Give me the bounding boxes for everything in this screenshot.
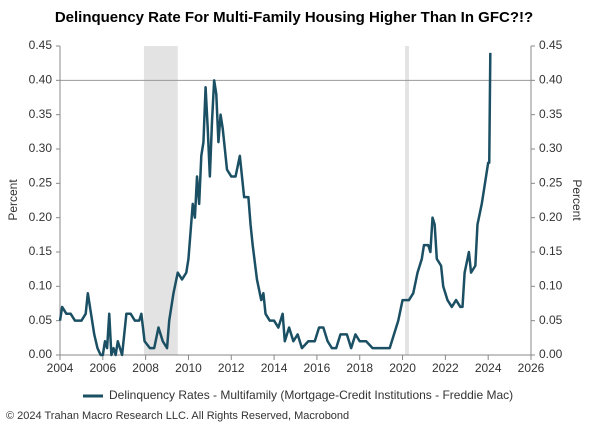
x-tick-label: 2024 [475,361,502,375]
y2-tick-label: 0.35 [539,107,563,121]
y2-tick-label: 0.30 [539,141,563,155]
y-tick-label: 0.40 [29,73,53,87]
y2-tick-label: 0.15 [539,244,563,258]
chart-title: Delinquency Rate For Multi-Family Housin… [55,9,533,26]
x-tick-label: 2004 [47,361,74,375]
y-tick-label: 0.15 [29,244,53,258]
y-tick-label: 0.30 [29,141,53,155]
x-tick-label: 2016 [304,361,331,375]
data-line [58,52,492,357]
y-tick-label: 0.25 [29,176,53,190]
x-tick-label: 2022 [432,361,459,375]
x-tick-label: 2010 [175,361,202,375]
y-tick-label: 0.20 [29,210,53,224]
x-tick-label: 2026 [518,361,545,375]
x-tick-label: 2018 [346,361,373,375]
x-tick-label: 2014 [261,361,288,375]
shaded-range [405,46,409,355]
footer: © 2024 Trahan Macro Research LLC. All Ri… [6,410,349,422]
y-tick-label: 0.35 [29,107,53,121]
y2-axis-label: Percent [570,179,584,221]
x-tick-label: 2008 [132,361,159,375]
x-tick-label: 2012 [218,361,245,375]
y2-tick-label: 0.20 [539,210,563,224]
y-tick-label: 0.00 [29,347,53,361]
x-tick-label: 2006 [89,361,116,375]
y2-tick-label: 0.05 [539,313,563,327]
y2-tick-label: 0.40 [539,73,563,87]
legend-label: Delinquency Rates - Multifamily (Mortgag… [109,388,513,402]
y-axis-label: Percent [6,179,20,221]
x-tick-label: 2020 [389,361,416,375]
y2-tick-label: 0.45 [539,38,563,52]
y2-tick-label: 0.10 [539,279,563,293]
y2-tick-label: 0.25 [539,176,563,190]
shaded-range [143,46,178,355]
y-tick-label: 0.10 [29,279,53,293]
y-tick-label: 0.45 [29,38,53,52]
y2-tick-label: 0.00 [539,347,563,361]
y-tick-label: 0.05 [29,313,53,327]
